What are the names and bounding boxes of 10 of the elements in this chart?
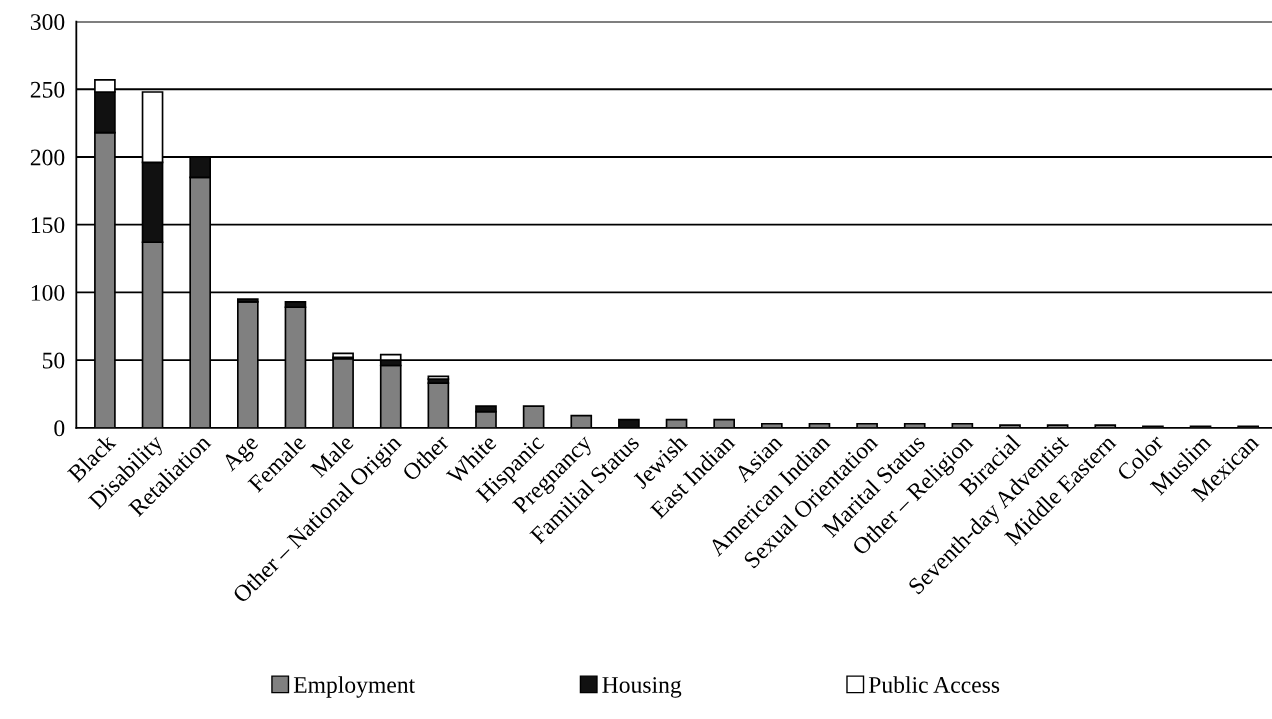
y-tick-label: 200 [30,149,65,166]
y-tick-label: 300 [30,14,65,30]
legend-label: Housing [602,677,682,698]
legend-label: Employment [293,676,416,698]
y-tick-label: 250 [30,81,65,98]
y-tick-label: 100 [31,284,65,301]
y-tick-label: 0 [54,420,65,437]
legend-label: Public Access [868,676,1000,693]
y-tick-label: 50 [42,352,65,369]
y-tick-label: 150 [31,217,65,234]
